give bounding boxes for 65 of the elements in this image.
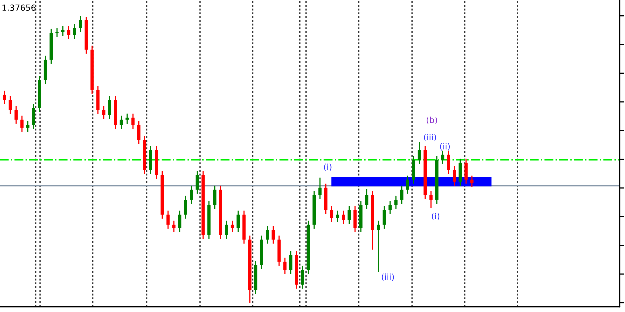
annotation: (ii): [440, 143, 450, 151]
annotation: (b): [426, 116, 438, 124]
candlestick: [266, 226, 270, 244]
candlestick: [377, 220, 380, 273]
candlestick: [284, 257, 287, 275]
candlestick: [14, 106, 18, 125]
candlestick: [126, 113, 129, 125]
candlestick: [56, 28, 59, 38]
candlestick: [120, 115, 124, 130]
candlestick: [458, 158, 462, 186]
candlestick: [342, 210, 346, 225]
candlestick: [301, 265, 304, 290]
candlestick: [360, 200, 363, 233]
candlestick: [330, 205, 334, 223]
annotation: (i): [324, 164, 332, 172]
candlestick: [132, 113, 135, 130]
candlestick: [20, 115, 24, 133]
candlestick: [412, 156, 416, 184]
candlestick: [272, 226, 276, 244]
candlestick: [278, 235, 281, 267]
candlestick: [178, 210, 182, 233]
candlestick: [236, 210, 240, 233]
candlestick: [324, 183, 328, 215]
candlestick: [453, 166, 456, 186]
candlestick: [365, 188, 369, 210]
candlestick: [79, 16, 82, 33]
text: 1.37656: [2, 4, 36, 12]
candlestick: [406, 175, 410, 195]
candlestick: [418, 141, 422, 165]
candlestick: [67, 26, 71, 40]
candlestick: [354, 205, 357, 233]
candlestick: [388, 200, 392, 215]
candlestick: [289, 250, 293, 275]
candlestick: [196, 170, 200, 195]
candlestick: [32, 104, 36, 130]
candlestick: [26, 120, 30, 133]
candlestick: [3, 90, 6, 105]
candlestick: [394, 195, 398, 210]
candlestick: [190, 185, 194, 205]
candlestick: [44, 55, 48, 85]
candlestick: [382, 205, 386, 230]
candlestick: [62, 26, 65, 37]
candlestick: [447, 150, 450, 175]
candlestick: [318, 177, 322, 200]
annotation: (iii): [382, 274, 394, 282]
candlestick: [400, 185, 404, 205]
candlestick: [430, 190, 433, 209]
candlestick: [108, 96, 112, 120]
candlestick: [149, 145, 152, 175]
candlestick: [336, 210, 340, 223]
candlestick: [225, 220, 228, 240]
candlestick: [8, 96, 12, 115]
candlestick: [102, 106, 106, 120]
candlestick: [166, 210, 170, 230]
candlestick: [470, 175, 474, 188]
annotation: (iii): [424, 134, 436, 142]
candlestick: [137, 120, 141, 145]
candlestick: [213, 185, 217, 210]
candlestick: [464, 158, 468, 184]
candlestick: [441, 150, 445, 165]
annotation: (i): [432, 213, 440, 220]
candlestick: [348, 205, 352, 225]
candlestick: [184, 195, 188, 220]
candlestick: [96, 86, 100, 115]
candlestick: [73, 24, 76, 40]
